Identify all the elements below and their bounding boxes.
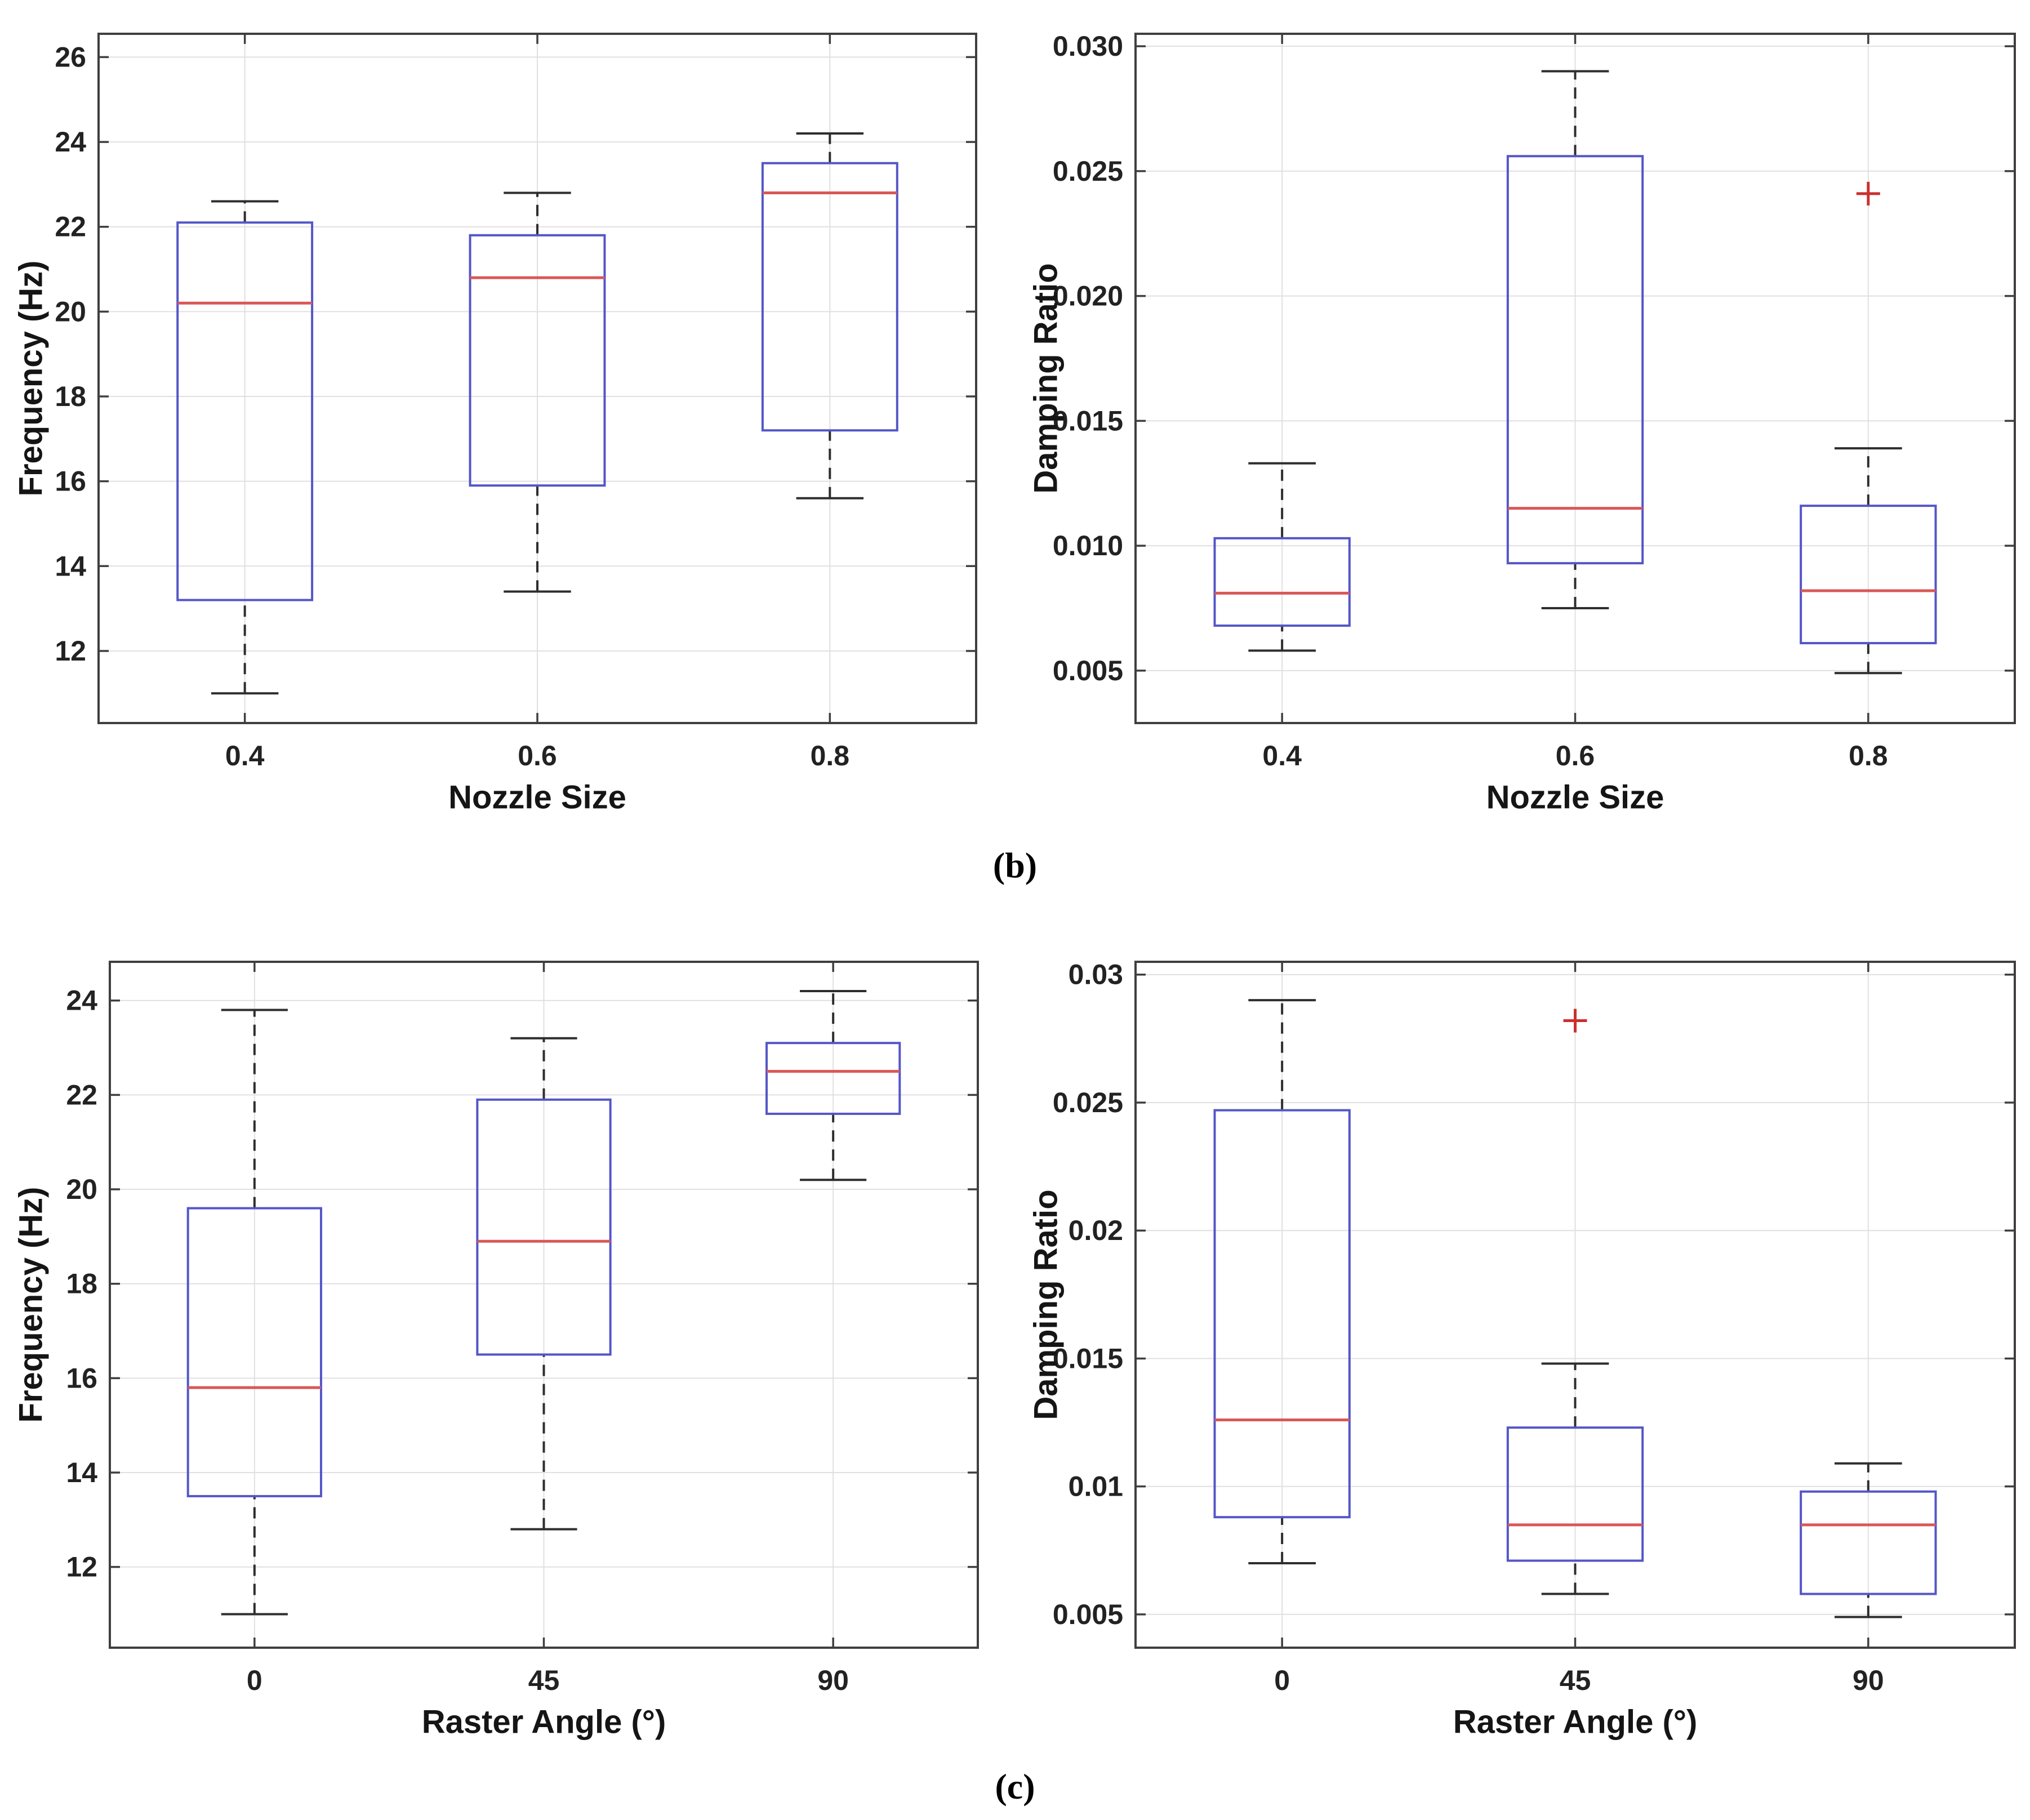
y-tick-label: 24 [66,985,97,1016]
boxplot-damping-ratio-vs-raster-angle: 0.005 0.01 0.015 0.02 0.025 0.03 0 45 90 Raster A… [1028,959,2016,1741]
y-axis-label: Frequency (Hz) [13,1187,50,1423]
y-tick-label: 0.020 [1053,280,1123,312]
y-axis-label: Damping Ratio [1028,1189,1065,1420]
y-tick-label: 0.005 [1053,1599,1123,1630]
y-tick-label: 0.02 [1069,1215,1123,1246]
y-axis-label: Frequency (Hz) [13,261,50,497]
caption-c: (c) [995,1767,1035,1806]
caption-b: (b) [992,845,1038,885]
y-tick-label: 0.005 [1053,655,1123,686]
y-tick-label: 0.030 [1053,30,1123,62]
x-axis-label: Nozzle Size [1486,779,1664,816]
x-tick-label: 0.8 [1849,740,1888,771]
x-tick-label: 0 [247,1665,262,1696]
y-tick-label: 22 [66,1079,97,1110]
x-tick-label: 45 [528,1665,560,1696]
outlier-marker [1856,181,1880,206]
x-tick-label: 0.8 [811,740,850,771]
x-tick-label: 45 [1560,1665,1591,1696]
x-tick-label: 0.4 [1262,740,1302,771]
y-tick-label: 0.025 [1053,1087,1123,1118]
y-tick-label: 26 [55,41,86,73]
y-tick-label: 22 [55,211,86,243]
box-rect [1506,155,1644,565]
y-axis-label: Damping Ratio [1028,263,1065,493]
box-rect [1800,1490,1937,1595]
boxplot-frequency-vs-nozzle-size: 12 14 16 18 20 22 24 26 0.4 0.6 0.8 Nozzle Size Freq… [13,33,977,816]
panel-damping-ratio-vs-raster-angle: 0.005 0.01 0.015 0.02 0.025 0.03 0 45 90 Raster A… [1015,910,2030,1820]
box-rect [765,1042,901,1115]
x-tick-label: 0.4 [225,740,265,771]
box-rect [1506,1426,1644,1562]
y-tick-label: 14 [66,1457,97,1488]
panel-frequency-vs-raster-angle: 12 14 16 18 20 22 24 0 45 90 Raster Angle (°) Frequ… [0,910,1015,1820]
x-axis-label: Raster Angle (°) [1453,1704,1698,1741]
panel-damping-ratio-vs-nozzle-size: 0.005 0.010 0.015 0.020 0.025 0.030 0.4 0.6 0.8 N… [1015,0,2030,910]
x-tick-label: 90 [817,1665,849,1696]
outlier-marker [1563,1009,1587,1033]
y-tick-label: 14 [55,550,86,582]
y-tick-label: 0.01 [1069,1471,1123,1502]
y-tick-label: 12 [66,1551,97,1583]
box-rect [186,1207,322,1497]
y-tick-label: 0.025 [1053,155,1123,187]
y-tick-label: 16 [66,1362,97,1394]
y-tick-label: 0.015 [1053,1342,1123,1374]
boxplot-damping-ratio-vs-nozzle-size: 0.005 0.010 0.015 0.020 0.025 0.030 0.4 0.6 0.8 N… [1028,30,2016,816]
box-rect [176,221,314,601]
x-axis-label: Raster Angle (°) [422,1704,666,1741]
y-tick-label: 20 [55,296,86,327]
box-rect [476,1098,612,1356]
y-tick-label: 18 [55,381,86,412]
x-tick-label: 0.6 [518,740,557,771]
box-rect [1213,1109,1351,1519]
box-rect [1800,505,1937,645]
box-rect [1213,537,1351,627]
y-tick-label: 24 [55,126,86,158]
y-tick-label: 0.03 [1069,959,1123,991]
y-tick-label: 18 [66,1268,97,1300]
y-tick-label: 20 [66,1174,97,1205]
x-tick-label: 0 [1274,1665,1290,1696]
y-tick-label: 12 [55,635,86,667]
panel-frequency-vs-nozzle-size: 12 14 16 18 20 22 24 26 0.4 0.6 0.8 Nozzle Size Freq… [0,0,1015,910]
x-axis-label: Nozzle Size [448,779,626,816]
boxplot-frequency-vs-raster-angle: 12 14 16 18 20 22 24 0 45 90 Raster Angle (°) Frequ… [13,961,979,1741]
y-tick-label: 0.010 [1053,530,1123,561]
x-tick-label: 0.6 [1556,740,1595,771]
y-tick-label: 16 [55,466,86,497]
box-rect [761,162,898,432]
y-tick-label: 0.015 [1053,405,1123,436]
box-rect [469,234,606,487]
x-tick-label: 90 [1853,1665,1884,1696]
